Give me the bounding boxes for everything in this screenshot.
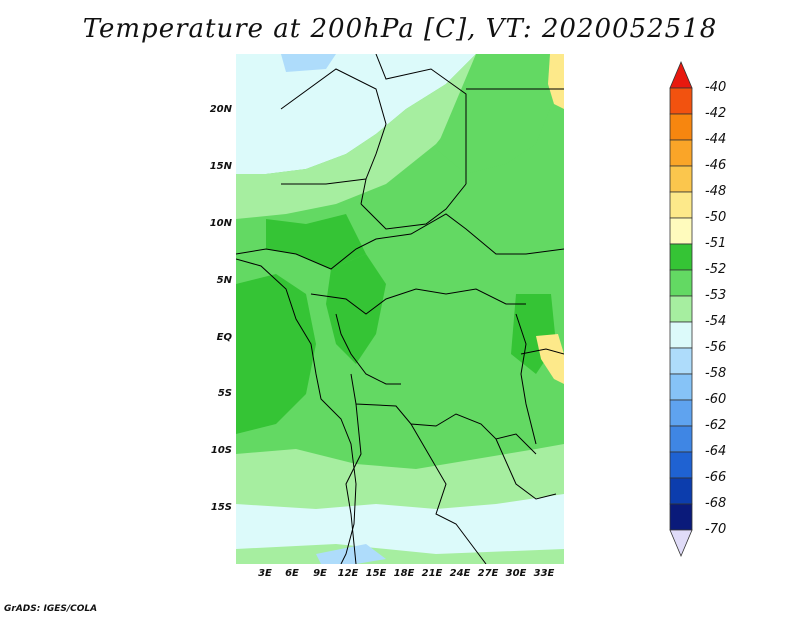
colorbar-box (669, 217, 693, 245)
colorbar-level-label: -50 (705, 210, 727, 225)
colorbar-level-label: -40 (705, 80, 727, 95)
warm-region-ne (548, 54, 564, 109)
colorbar-box (669, 347, 693, 375)
lat-label-15s: 15S (210, 502, 232, 513)
colorbar-level-label: -60 (705, 392, 727, 407)
colorbar-box (669, 373, 693, 401)
lon-label-12e: 12E (337, 568, 359, 579)
colorbar-level-label: -62 (705, 418, 727, 433)
colorbar-top-triangle (669, 60, 693, 89)
colorbar-bottom-triangle (669, 529, 693, 558)
lon-label-15e: 15E (365, 568, 387, 579)
colorbar-box (669, 269, 693, 297)
colorbar-level-label: -58 (705, 366, 727, 381)
colorbar (669, 60, 693, 558)
lon-label-30e: 30E (505, 568, 527, 579)
colorbar-level-label: -48 (705, 184, 727, 199)
colorbar-box (669, 295, 693, 323)
colorbar-level-label: -42 (705, 106, 727, 121)
colorbar-box (669, 113, 693, 141)
cold-blob-top (281, 54, 336, 72)
colorbar-box (669, 425, 693, 453)
lat-label-5s: 5S (217, 388, 232, 399)
colorbar-box (669, 477, 693, 505)
colorbar-level-label: -68 (705, 496, 727, 511)
warm-band-north-central (266, 214, 366, 269)
lat-label-5n: 5N (216, 275, 232, 286)
colorbar-box (669, 451, 693, 479)
colorbar-box (669, 503, 693, 531)
colorbar-box (669, 321, 693, 349)
country-borders (236, 54, 564, 564)
colorbar-box (669, 243, 693, 271)
colorbar-box (669, 139, 693, 167)
colorbar-level-label: -51 (705, 236, 727, 251)
lat-label-10s: 10S (210, 445, 232, 456)
temperature-map (236, 54, 564, 564)
warm-core-west (236, 274, 316, 434)
lat-label-20n: 20N (209, 104, 232, 115)
lat-label-eq: EQ (216, 332, 232, 343)
colorbar-level-label: -66 (705, 470, 727, 485)
credit-text: GrADS: IGES/COLA (4, 604, 98, 614)
map-svg (236, 54, 564, 564)
colorbar-box (669, 165, 693, 193)
lon-label-3e: 3E (258, 568, 272, 579)
warm-core-central (326, 254, 386, 364)
lon-label-9e: 9E (313, 568, 327, 579)
colorbar-level-label: -70 (705, 522, 727, 537)
chart-title: Temperature at 200hPa [C], VT: 202005251… (82, 14, 718, 44)
cold-region-north (236, 54, 476, 184)
colorbar-level-label: -54 (705, 314, 727, 329)
colorbar-box (669, 87, 693, 115)
colorbar-level-label: -56 (705, 340, 727, 355)
colorbar-level-label: -64 (705, 444, 727, 459)
warm-spot-east (536, 334, 564, 384)
colorbar-box (669, 191, 693, 219)
colorbar-level-label: -44 (705, 132, 727, 147)
lat-label-10n: 10N (209, 218, 232, 229)
lat-label-15n: 15N (209, 161, 232, 172)
lon-label-6e: 6E (285, 568, 299, 579)
colorbar-level-label: -46 (705, 158, 727, 173)
colorbar-level-label: -53 (705, 288, 727, 303)
colorbar-level-label: -52 (705, 262, 727, 277)
cold-blob-bottom (316, 544, 386, 564)
coastline (236, 258, 357, 564)
colorbar-box (669, 399, 693, 427)
lon-label-27e: 27E (477, 568, 499, 579)
lon-label-18e: 18E (393, 568, 415, 579)
lon-label-33e: 33E (533, 568, 555, 579)
lon-label-24e: 24E (449, 568, 471, 579)
lon-label-21e: 21E (421, 568, 443, 579)
